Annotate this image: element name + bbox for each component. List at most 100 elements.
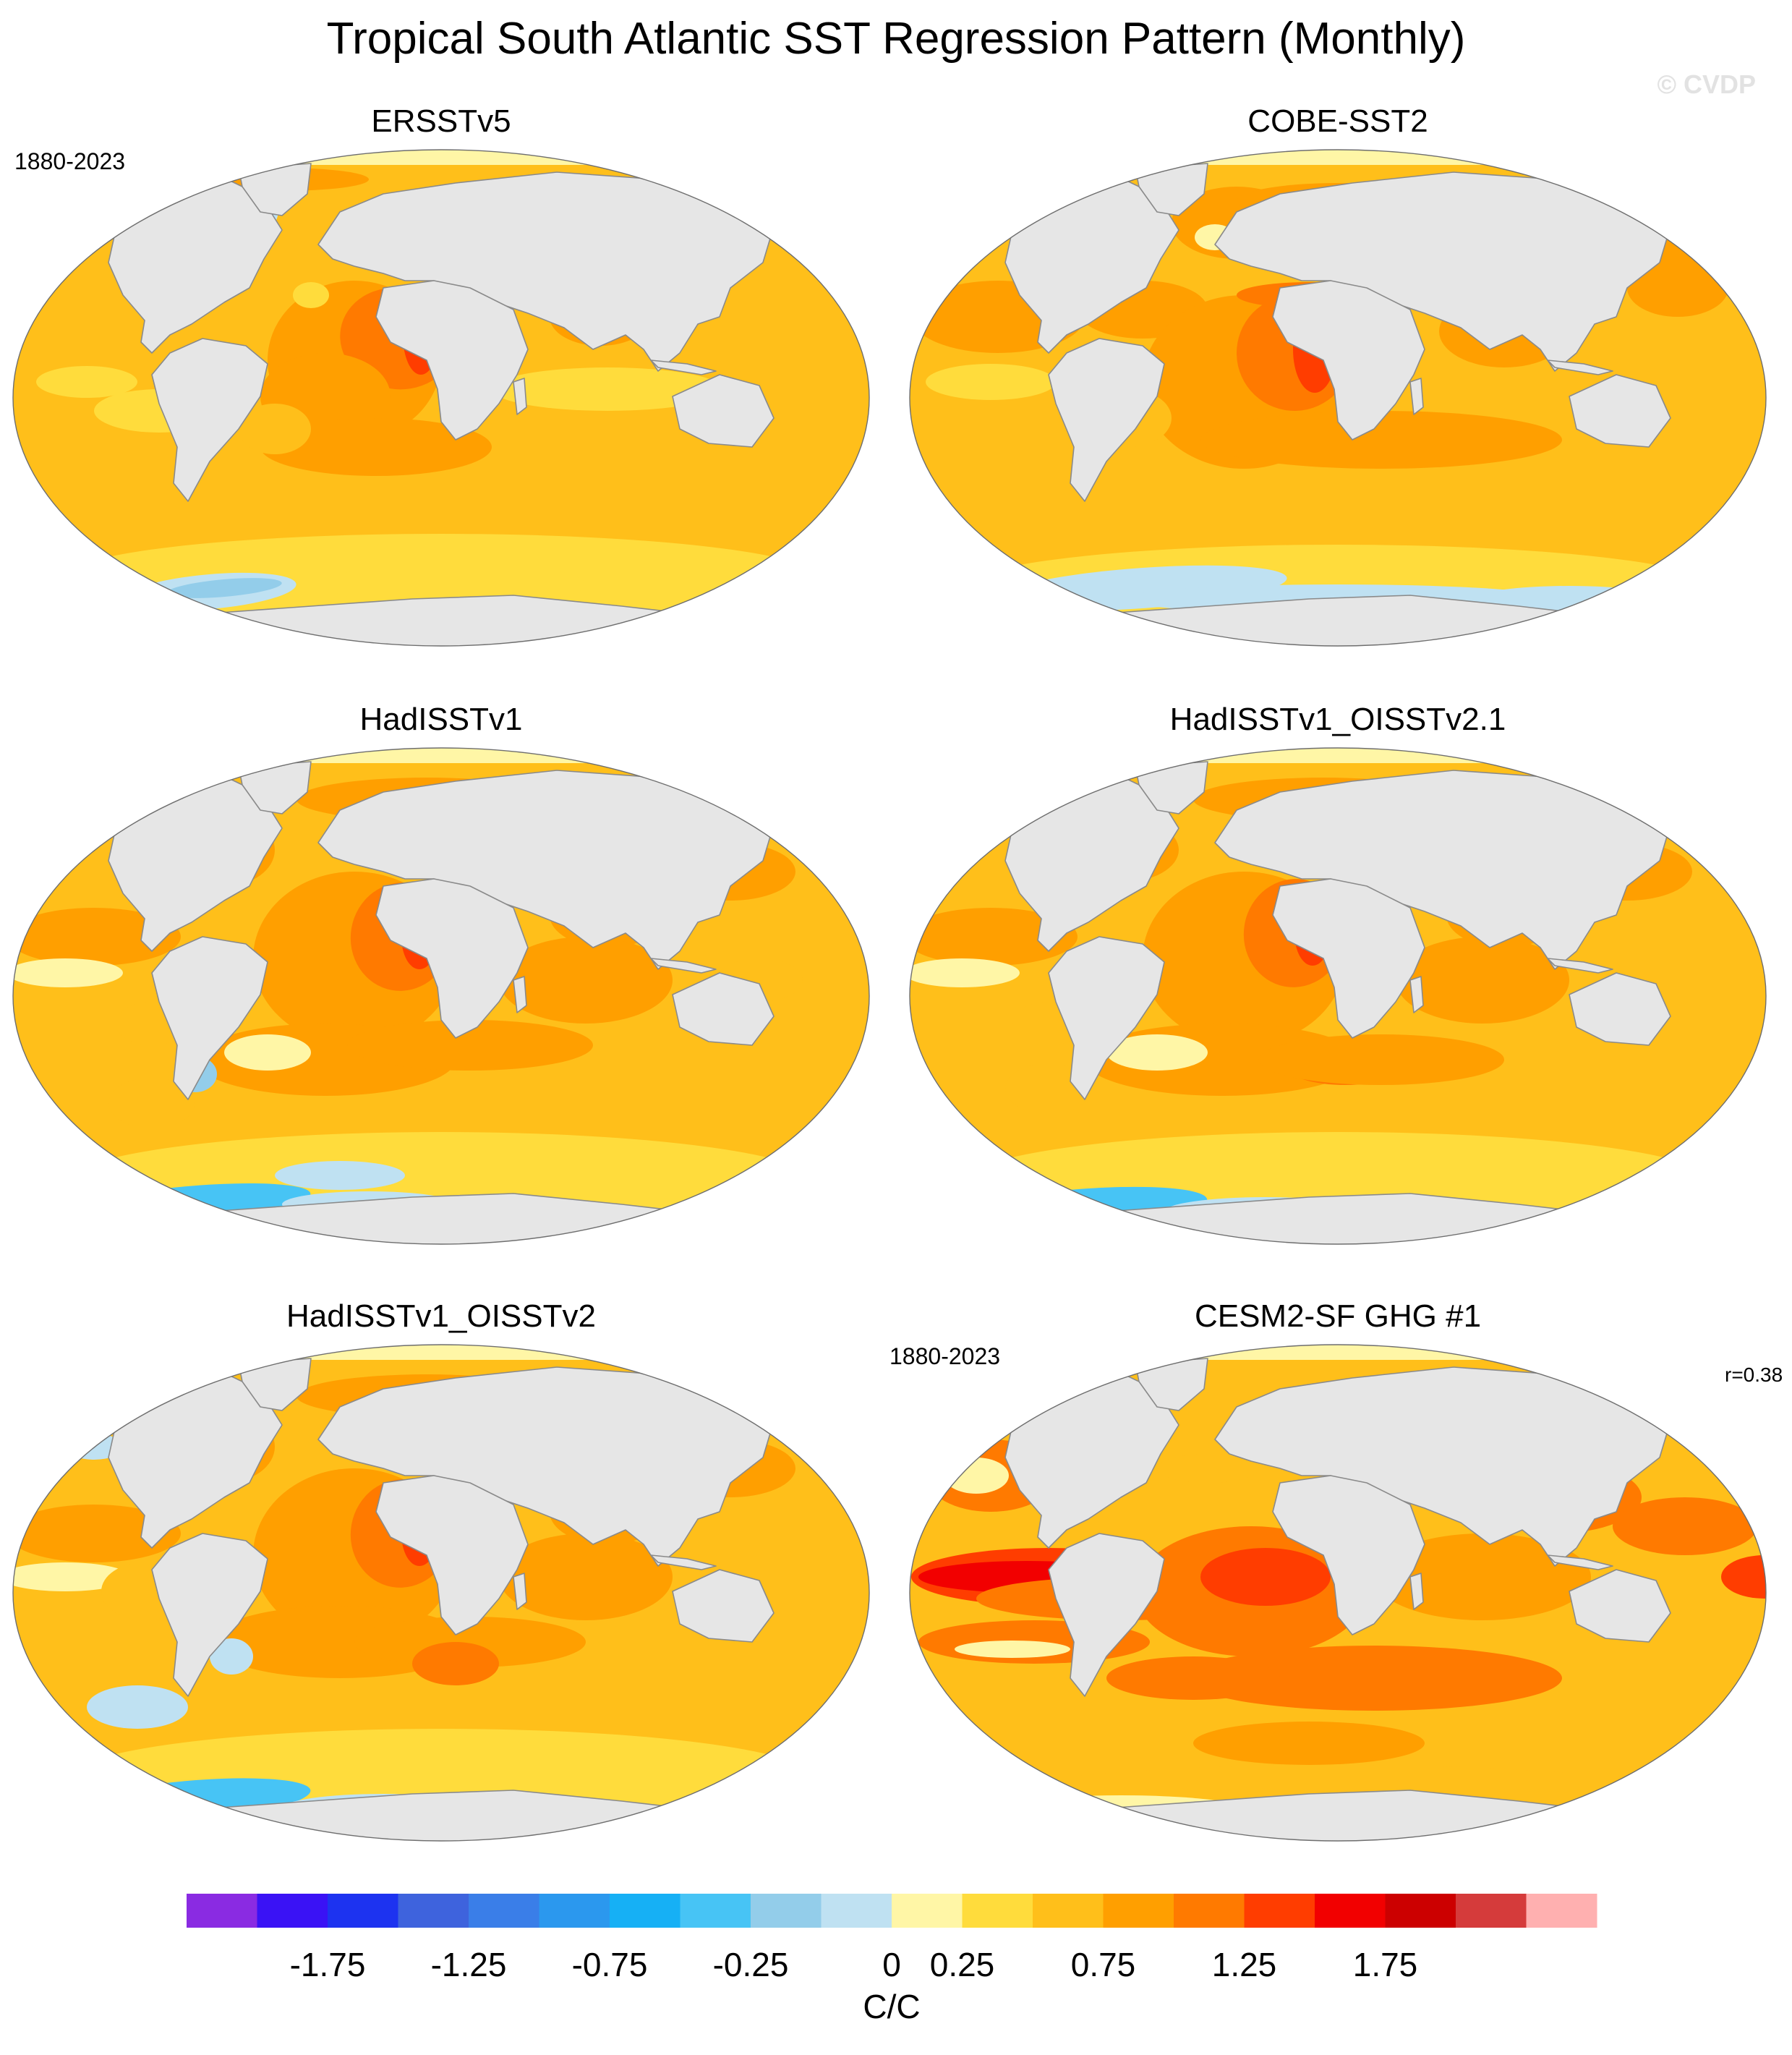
map-border (909, 747, 1767, 1245)
land-africa (1272, 280, 1425, 441)
regression-map (909, 1344, 1767, 1842)
map-panel-hadisstv1: HadISSTv1 (7, 702, 875, 1251)
anomaly-region (910, 958, 1020, 987)
map-border (12, 149, 870, 647)
anomaly-region (1200, 1548, 1331, 1606)
colorbar-tick-label: 1.25 (1212, 1946, 1277, 1983)
colorbar-swatch (1103, 1894, 1174, 1928)
anomaly-region (325, 563, 586, 606)
anomaly-region (412, 1642, 499, 1685)
land-south-america (1048, 1533, 1165, 1697)
figure-title: Tropical South Atlantic SST Regression P… (326, 14, 1466, 64)
land-south-america (1048, 936, 1165, 1100)
colorbar-swatch (1526, 1894, 1597, 1928)
land-south-america (151, 338, 268, 502)
colorbar-unit: C/C (863, 1988, 920, 2025)
land-greenland (1135, 1358, 1208, 1411)
colorbar-swatch (610, 1894, 680, 1928)
anomaly-region (166, 578, 282, 598)
anomaly-region (210, 1638, 253, 1675)
regression-map (909, 149, 1767, 647)
regression-map (12, 1344, 870, 1842)
colorbar-tick-label: 0 (882, 1946, 901, 1983)
anomaly-region (108, 1078, 195, 1128)
land-eurasia (317, 1366, 775, 1567)
land-australia (672, 1569, 775, 1643)
anomaly-region (275, 1161, 405, 1190)
map-border (909, 1344, 1767, 1842)
sst-field (910, 1345, 1766, 1841)
land-indonesia (650, 359, 717, 375)
anomaly-region (87, 1685, 188, 1729)
sst-field (910, 150, 1766, 646)
land-eurasia (317, 770, 775, 970)
sst-field (13, 1345, 869, 1841)
land-indonesia (650, 1554, 717, 1570)
land-madagascar (513, 1573, 527, 1610)
anomaly-region (499, 937, 673, 1024)
regression-map (12, 149, 870, 647)
anomaly-region (293, 282, 329, 308)
anomaly-region (944, 1458, 1009, 1494)
land-greenland (238, 761, 312, 814)
land-greenland (238, 1358, 312, 1411)
anomaly-region (1374, 1533, 1591, 1620)
colorbar-swatch (680, 1894, 751, 1928)
colorbar-swatch (257, 1894, 328, 1928)
land-eurasia (1214, 171, 1671, 372)
colorbar-swatch (1456, 1894, 1527, 1928)
map-border (12, 1344, 870, 1842)
anomaly-region (260, 418, 492, 476)
land-africa (1272, 1475, 1425, 1635)
colorbar-tick-label: -1.75 (290, 1946, 366, 1983)
anomaly-region (492, 367, 723, 411)
anomaly-region (1157, 1454, 1258, 1483)
colorbar-tick-label: 0.25 (930, 1946, 995, 1983)
panel-years: 1880-2023 (14, 148, 126, 174)
colorbar-swatch (1174, 1894, 1245, 1928)
colorbar-swatch (328, 1894, 398, 1928)
land-madagascar (1409, 976, 1424, 1013)
land-australia (672, 972, 775, 1046)
colorbar-tick-label: 0.75 (1071, 1946, 1136, 1983)
anomaly-region (1106, 1034, 1208, 1071)
panel-title: HadISSTv1_OISSTv2.1 (1169, 702, 1506, 737)
map-panel-hadisstv1-oisstv2: HadISSTv1_OISSTv2 (7, 1298, 875, 1848)
map-panel-cesm2-sf-ghg: CESM2-SF GHG #1 1880-2023 r=0.38 (889, 1298, 1783, 1848)
colorbar-swatch (892, 1894, 963, 1928)
land-australia (1569, 1569, 1671, 1643)
land-greenland (238, 163, 312, 216)
map-border (12, 747, 870, 1245)
land-greenland (1135, 163, 1208, 216)
colorbar-swatch (187, 1894, 257, 1928)
land-africa (375, 280, 529, 441)
anomaly-region (13, 1505, 181, 1562)
anomaly-region (13, 958, 123, 987)
land-madagascar (1409, 1573, 1424, 1610)
polar-band (13, 748, 869, 763)
polar-band (910, 150, 1766, 165)
land-africa (1272, 878, 1425, 1039)
anomaly-region (1193, 1722, 1425, 1765)
colorbar-tick-label: 1.75 (1353, 1946, 1418, 1983)
land-madagascar (513, 378, 527, 415)
anomaly-region (239, 404, 311, 454)
land-eurasia (317, 171, 775, 372)
map-panel-cobe-sst2: COBE-SST2 (904, 103, 1772, 653)
polar-band (910, 1345, 1766, 1360)
colorbar-swatch (751, 1894, 822, 1928)
land-australia (672, 374, 775, 448)
land-africa (375, 878, 529, 1039)
colorbar-swatch (1033, 1894, 1104, 1928)
anomaly-region (1627, 259, 1728, 317)
panel-years: 1880-2023 (889, 1343, 1001, 1369)
land-south-america (151, 936, 268, 1100)
colorbar: -1.75 -1.25 -0.75 -0.25 0 0.25 0.75 1.25 1.75 C/C (187, 1894, 1597, 2025)
anomaly-region (1186, 1646, 1562, 1711)
land-australia (1569, 374, 1671, 448)
map-panel-hadisstv1-oisstv2-1: HadISSTv1_OISSTv2.1 (904, 702, 1772, 1251)
regression-map (909, 747, 1767, 1245)
colorbar-tick-label: -1.25 (431, 1946, 507, 1983)
anomaly-region (13, 908, 181, 966)
land-eurasia (1214, 770, 1671, 970)
